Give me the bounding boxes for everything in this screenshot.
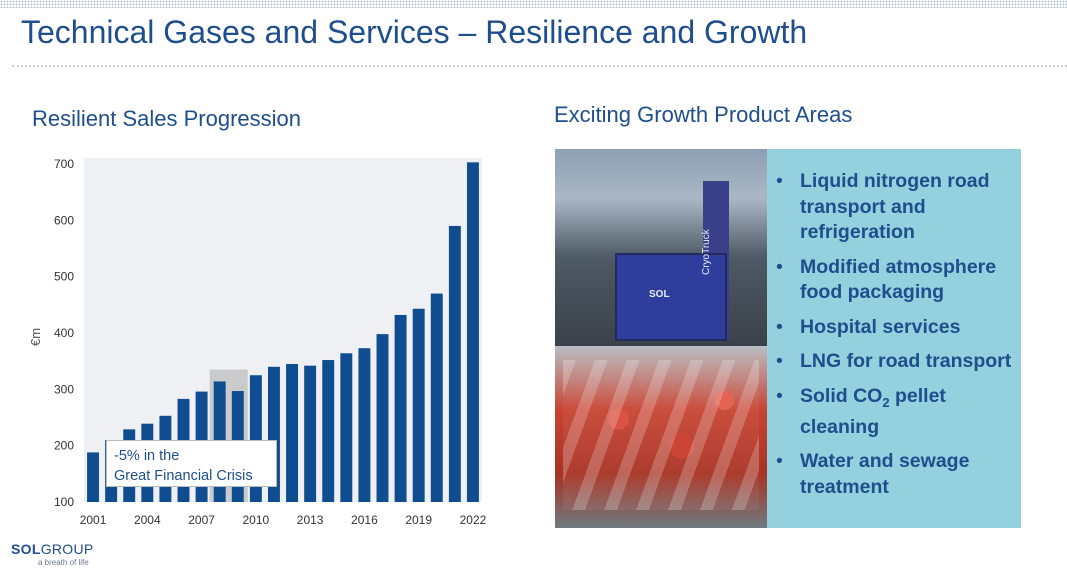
logo-rest: GROUP (40, 541, 94, 557)
y-tick-label: 300 (54, 382, 74, 396)
bar-2014 (322, 360, 335, 502)
machine-brand-label: SOL (649, 289, 670, 300)
area-label: LNG for road transport (800, 350, 1012, 372)
bullet-icon: • (776, 450, 783, 473)
cryotruck-photo: SOL CryoTruck (555, 149, 767, 346)
bar-2020 (430, 293, 443, 502)
y-tick-label: 100 (54, 495, 74, 509)
area-label-subscript: 2 (882, 394, 890, 410)
growth-areas-panel: • Liquid nitrogen road transport and refr… (767, 149, 1021, 528)
y-axis-label: €m (28, 328, 43, 346)
crisis-annotation-line-2: Great Financial Crisis (114, 468, 253, 484)
area-label-part: pellet cleaning (800, 384, 946, 438)
bar-2010 (249, 375, 262, 502)
growth-areas-list: • Liquid nitrogen road transport and refr… (767, 149, 1021, 500)
bullet-icon: • (776, 315, 783, 338)
chart-heading: Resilient Sales Progression (32, 106, 302, 131)
x-tick-label: 2001 (80, 513, 107, 527)
top-dotted-band (0, 0, 1067, 8)
cryotruck-unit (615, 253, 727, 341)
strawberry-packaging-photo (555, 346, 767, 528)
bar-2018 (394, 314, 407, 502)
sales-bar-chart: 100 200 300 400 500 600 700 2001 2004 2007 2010 201… (0, 140, 520, 540)
bar-2016 (358, 348, 371, 502)
logo-bold: SOL (11, 541, 41, 557)
bar-2022 (466, 162, 479, 502)
bar-2011 (267, 366, 280, 502)
product-photos: SOL CryoTruck (555, 149, 767, 528)
bar-2013 (304, 365, 317, 502)
bar-2019 (412, 308, 425, 502)
bar-2017 (376, 334, 389, 502)
area-item-map-packaging: • Modified atmosphere food packaging (773, 255, 1013, 306)
x-tick-label: 2010 (243, 513, 270, 527)
growth-areas-heading: Exciting Growth Product Areas (554, 102, 853, 127)
bullet-icon: • (776, 350, 783, 372)
slide-title: Technical Gases and Services – Resilienc… (21, 14, 808, 50)
area-item-hospital: • Hospital services (773, 315, 1013, 341)
x-tick-label: 2007 (188, 513, 215, 527)
y-tick-label: 500 (54, 270, 74, 284)
area-item-co2-pellet: • Solid CO2 pellet cleaning (773, 384, 1013, 441)
y-tick-label: 600 (54, 213, 74, 227)
crisis-annotation-line-1: -5% in the (114, 448, 180, 464)
bar-2021 (448, 225, 461, 502)
area-label: Water and sewage treatment (800, 450, 970, 498)
y-tick-label: 700 (54, 157, 74, 171)
x-tick-label: 2013 (297, 513, 324, 527)
y-tick-label: 400 (54, 326, 74, 340)
bar-2015 (340, 353, 353, 502)
area-label-part: Solid CO (800, 384, 883, 407)
chart-svg: 100 200 300 400 500 600 700 2001 2004 2007 2010 201… (28, 157, 487, 527)
bullet-icon: • (776, 384, 783, 407)
area-label: Modified atmosphere food packaging (800, 255, 997, 304)
solgroup-logo: SOLGROUP (11, 541, 94, 557)
y-tick-label: 200 (54, 439, 74, 453)
bullet-icon: • (776, 170, 783, 192)
crisis-annotation: -5% in the Great Financial Crisis (106, 440, 277, 487)
bar-2012 (286, 363, 299, 502)
x-tick-label: 2019 (405, 513, 432, 527)
x-tick-label: 2016 (351, 513, 378, 527)
title-divider (12, 65, 1067, 67)
x-tick-label: 2022 (460, 513, 487, 527)
area-label: Liquid nitrogen road transport and refri… (800, 170, 990, 243)
area-label: Solid CO2 pellet cleaning (800, 385, 946, 438)
x-tick-label: 2004 (134, 513, 161, 527)
area-item-water: • Water and sewage treatment (773, 449, 1013, 500)
machine-name-label: CryoTruck (701, 229, 712, 275)
area-label: Hospital services (800, 315, 961, 338)
logo-tagline: a breath of life (38, 558, 89, 567)
area-item-lng: • LNG for road transport (773, 349, 1013, 375)
bar-2001 (87, 452, 100, 502)
area-item-liquid-nitrogen: • Liquid nitrogen road transport and refr… (773, 169, 1013, 246)
bullet-icon: • (776, 255, 783, 278)
packaging-bags (563, 360, 759, 510)
